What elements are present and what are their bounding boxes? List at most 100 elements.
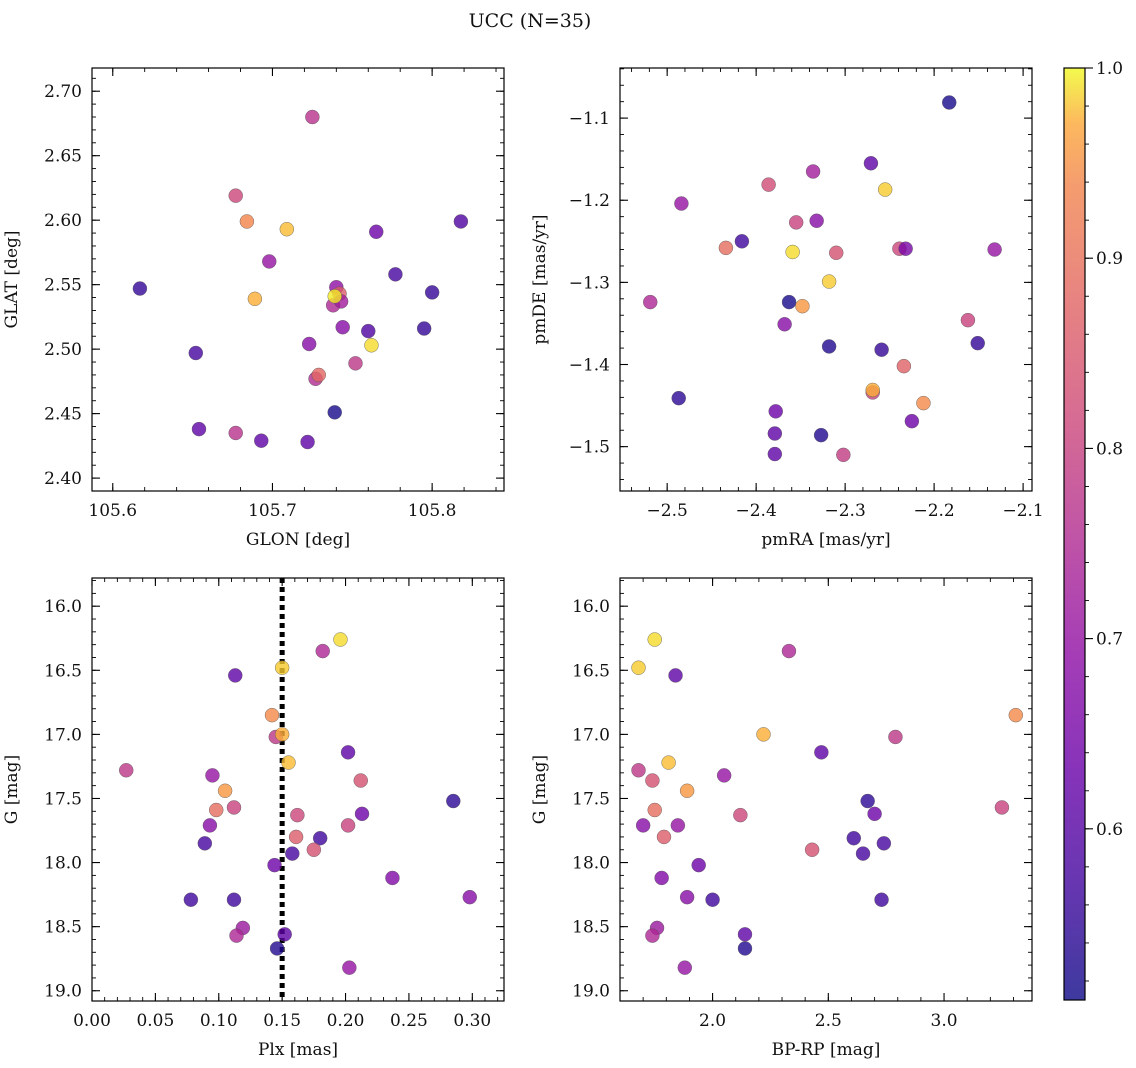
- y-axis-label: G [mag]: [530, 755, 550, 824]
- data-point: [264, 707, 280, 723]
- data-point: [132, 281, 148, 296]
- x-tick-label: 105.6: [88, 501, 137, 521]
- data-point: [767, 446, 783, 462]
- data-point: [994, 800, 1010, 815]
- data-point: [631, 763, 646, 778]
- data-point: [191, 421, 207, 437]
- x-tick-label: 0.30: [453, 1011, 491, 1031]
- colorbar-tick-label: 1.0: [1096, 59, 1123, 79]
- y-tick-label: 19.0: [572, 982, 610, 1002]
- y-tick-label: 18.0: [572, 854, 610, 874]
- data-point: [312, 831, 328, 846]
- data-point: [896, 358, 912, 374]
- axes-frame: [91, 67, 505, 492]
- data-point: [254, 433, 269, 448]
- data-point: [781, 294, 797, 310]
- x-tick-label: 0.05: [136, 1011, 174, 1031]
- data-point: [353, 773, 368, 788]
- y-tick-label: −1.2: [569, 191, 610, 211]
- data-point: [865, 382, 880, 398]
- data-point: [647, 802, 662, 818]
- data-point: [716, 768, 732, 783]
- axes-frame: [619, 67, 1033, 492]
- panel-pmra-pmde: −2.5 −2.4 −2.3 −2.2 −2.1 −1.5 −1.4 −1.3 −1.2 −1.1…: [530, 67, 1044, 550]
- data-point: [274, 727, 290, 742]
- data-point: [654, 870, 669, 886]
- data-point: [863, 156, 879, 171]
- y-tick-label: 2.55: [44, 276, 82, 296]
- data-point: [836, 447, 851, 463]
- y-axis-label: pmDE [mas/yr]: [530, 214, 550, 344]
- y-tick-label: 16.5: [44, 661, 82, 681]
- colorbar-tick-label: 0.6: [1096, 820, 1123, 840]
- data-point: [274, 660, 290, 675]
- data-point: [183, 892, 199, 907]
- y-tick-label: 17.5: [572, 789, 610, 809]
- y-tick-label: 17.0: [572, 725, 610, 745]
- x-tick-label: 3.0: [931, 1011, 958, 1031]
- data-point: [335, 320, 350, 335]
- y-axis-label: GLAT [deg]: [2, 230, 22, 328]
- x-tick-label: 0.10: [200, 1011, 238, 1031]
- data-point: [805, 164, 821, 179]
- x-tick-label: 0.00: [73, 1011, 111, 1031]
- x-tick-label: 105.7: [248, 501, 297, 521]
- data-point: [269, 941, 285, 956]
- data-point: [960, 312, 976, 328]
- x-axis-label: GLON [deg]: [246, 530, 350, 550]
- data-point: [424, 285, 440, 300]
- data-point: [916, 395, 931, 411]
- data-point: [354, 806, 370, 822]
- data-point: [761, 177, 776, 192]
- data-point: [888, 729, 903, 745]
- data-point: [327, 289, 342, 304]
- data-point: [661, 755, 676, 770]
- x-axis-label: BP-RP [mag]: [772, 1040, 881, 1060]
- panel-glon-glat: 105.6 105.7 105.8 2.40 2.45 2.50 2.55 2.60 2.65 2…: [2, 67, 505, 550]
- colorbar-ticks: 0.6 0.7 0.8 0.9 1.0: [1085, 59, 1123, 982]
- data-point: [734, 234, 750, 249]
- y-tick-label: 2.40: [44, 469, 82, 489]
- colorbar: 0.6 0.7 0.8 0.9 1.0: [1063, 59, 1123, 1001]
- data-point: [453, 214, 469, 229]
- colorbar-gradient: [1063, 67, 1086, 1001]
- data-point: [300, 434, 315, 450]
- data-point: [188, 345, 203, 361]
- data-point: [647, 632, 662, 647]
- data-point: [737, 927, 753, 942]
- data-point: [209, 802, 224, 818]
- data-point: [795, 298, 810, 314]
- data-point: [228, 425, 243, 441]
- panel-bprp-g: 2.0 2.5 3.0 16.0 16.5 17.0 17.5 18.0 18.5 19.0 BP-…: [530, 577, 1033, 1060]
- data-point: [247, 291, 263, 307]
- x-tick-label: 105.8: [408, 501, 457, 521]
- data-point: [767, 426, 783, 441]
- data-point: [446, 793, 461, 809]
- y-tick-label: 18.5: [44, 918, 82, 938]
- data-point: [277, 927, 292, 942]
- data-point: [315, 643, 330, 659]
- data-point: [788, 215, 804, 230]
- data-point: [691, 857, 706, 873]
- x-tick-label: 2.5: [815, 1011, 842, 1031]
- data-point: [821, 339, 837, 354]
- y-tick-label: 19.0: [44, 982, 82, 1002]
- x-tick-label: 0.20: [327, 1011, 365, 1031]
- figure-title: UCC (N=35): [469, 10, 592, 32]
- data-point: [645, 773, 660, 788]
- data-point: [829, 245, 844, 261]
- x-tick-label: −2.3: [824, 501, 865, 521]
- data-point: [781, 643, 797, 659]
- data-point: [804, 842, 820, 857]
- colorbar-tick-label: 0.7: [1096, 630, 1123, 650]
- data-point: [674, 196, 689, 211]
- data-point: [874, 892, 889, 907]
- data-point: [462, 889, 477, 905]
- y-tick-label: 18.5: [572, 918, 610, 938]
- y-axis-label: G [mag]: [2, 755, 22, 824]
- data-point: [813, 427, 829, 443]
- data-point: [226, 800, 242, 815]
- data-point: [229, 928, 244, 943]
- data-point: [228, 188, 243, 203]
- data-point: [768, 404, 783, 419]
